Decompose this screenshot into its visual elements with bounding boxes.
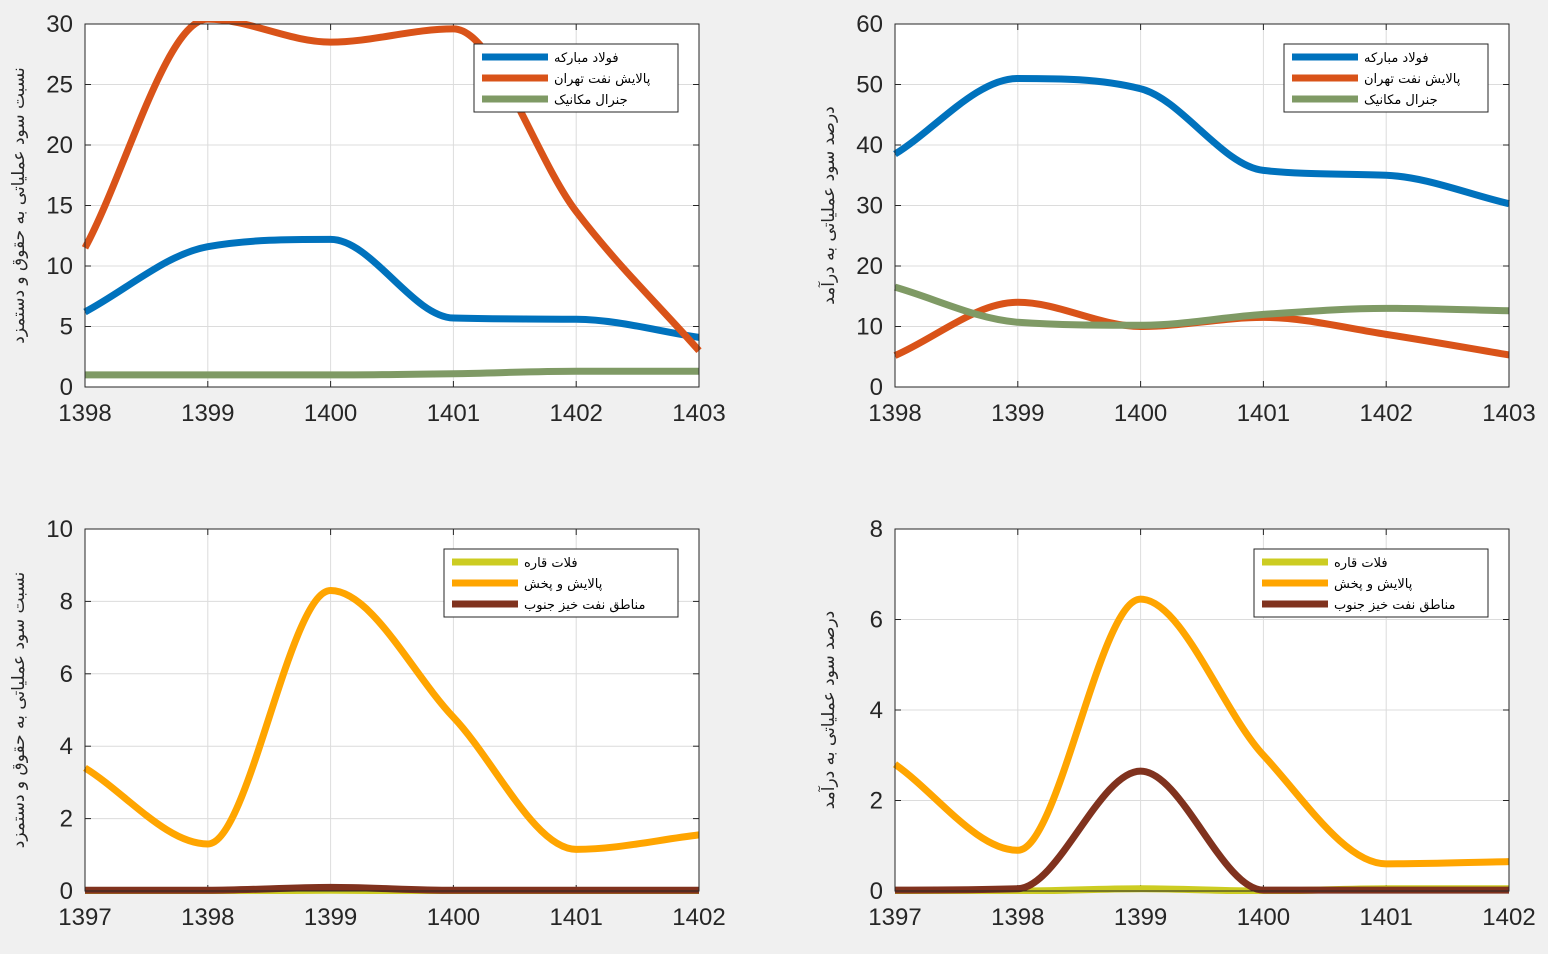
- legend-label-3: جنرال مکانیک: [554, 93, 628, 108]
- series-line-2: [82, 21, 702, 354]
- y-tick-label: 10: [46, 253, 73, 280]
- series-line-3: [894, 767, 1509, 894]
- x-tick-label: 1399: [181, 400, 234, 427]
- series-line-3: [84, 367, 699, 379]
- y-tick-label: 0: [870, 374, 883, 401]
- y-tick-label: 0: [60, 878, 73, 905]
- legend-label-3: جنرال مکانیک: [1364, 93, 1438, 108]
- y-tick-label: 10: [856, 314, 883, 341]
- legend-label-3: مناطق نفت خیز جنوب: [524, 598, 645, 613]
- y-tick-label: 6: [60, 661, 73, 688]
- y-tick-label: 4: [870, 697, 883, 724]
- legend-label-2: پالایش و پخش: [524, 577, 603, 592]
- y-tick-label: 4: [60, 733, 73, 760]
- series-line-2: [83, 587, 700, 853]
- x-tick-label: 1399: [991, 400, 1044, 427]
- legend: فلات قاره پالایش و پخش مناطق نفت خیز جنوب: [443, 548, 679, 618]
- legend-label-1: فلات قاره: [1334, 556, 1388, 571]
- y-tick-label: 15: [46, 193, 73, 220]
- legend: فولاد مبارکه پالایش نفت تهران جنرال مکانیک: [1283, 43, 1489, 113]
- x-tick-label: 1401: [1360, 904, 1413, 931]
- x-tick-label: 1397: [58, 904, 111, 931]
- x-tick-label: 1400: [1237, 904, 1290, 931]
- y-tick-label: 0: [60, 374, 73, 401]
- x-tick-label: 1398: [991, 904, 1044, 931]
- series-line-3: [84, 883, 699, 894]
- x-tick-label: 1398: [181, 904, 234, 931]
- x-tick-label: 1401: [427, 400, 480, 427]
- axes-frame: [894, 528, 1510, 892]
- y-tick-label: 25: [46, 72, 73, 99]
- legend-label-1: فولاد مبارکه: [554, 51, 619, 66]
- legend-label-2: پالایش نفت تهران: [1364, 72, 1461, 87]
- y-tick-label: 6: [870, 607, 883, 634]
- axes-frame: [894, 23, 1510, 388]
- chart-panel-1: 1398 1399 1400 1401 1402 1403 0 5 10 15 20 25 30 نسبت…: [9, 11, 726, 427]
- series-line-1: [83, 235, 700, 341]
- y-tick-label: 8: [60, 588, 73, 615]
- y-tick-label: 2: [60, 806, 73, 833]
- x-tick-label: 1400: [304, 400, 357, 427]
- x-tick-label: 1403: [1482, 400, 1535, 427]
- y-tick-label: 10: [46, 516, 73, 543]
- y-tick-label: 20: [46, 132, 73, 159]
- axes-frame: [84, 23, 700, 388]
- series-line-2: [892, 595, 1510, 868]
- series-line-3: [894, 283, 1510, 329]
- x-tick-label: 1402: [1360, 400, 1413, 427]
- y-tick-label: 5: [60, 314, 73, 341]
- y-axis-label: درصد سود عملیاتی به درآمد: [817, 611, 839, 810]
- legend: فلات قاره پالایش و پخش مناطق نفت خیز جنوب: [1253, 548, 1489, 618]
- x-tick-label: 1399: [304, 904, 357, 931]
- axes-frame: [84, 528, 700, 892]
- x-tick-label: 1402: [550, 400, 603, 427]
- y-axis-label: نسبت سود عملیاتی به حقوق و دستمزد: [9, 572, 29, 848]
- y-tick-label: 50: [856, 72, 883, 99]
- y-tick-label: 20: [856, 253, 883, 280]
- legend: فولاد مبارکه پالایش نفت تهران جنرال مکانیک: [473, 43, 679, 113]
- legend-label-2: پالایش و پخش: [1334, 577, 1413, 592]
- x-tick-label: 1403: [672, 400, 725, 427]
- y-tick-label: 30: [46, 11, 73, 38]
- legend-label-1: فولاد مبارکه: [1364, 51, 1429, 66]
- x-tick-label: 1402: [672, 904, 725, 931]
- x-tick-label: 1401: [1237, 400, 1290, 427]
- y-tick-label: 0: [870, 878, 883, 905]
- chart-panel-3: 1397 1398 1399 1400 1401 1402 0 2 4 6 8 10 نسبت سود …: [9, 516, 726, 931]
- legend-label-2: پالایش نفت تهران: [554, 72, 651, 87]
- x-tick-label: 1399: [1114, 904, 1167, 931]
- series-line-1: [893, 74, 1510, 208]
- x-tick-label: 1400: [1114, 400, 1167, 427]
- x-tick-label: 1401: [550, 904, 603, 931]
- x-tick-label: 1402: [1482, 904, 1535, 931]
- chart-panel-4: 1397 1398 1399 1400 1401 1402 0 2 4 6 8 درصد سود عم…: [817, 516, 1536, 931]
- x-tick-label: 1400: [427, 904, 480, 931]
- y-axis-label: درصد سود عملیاتی به درآمد: [817, 106, 839, 305]
- x-tick-label: 1398: [58, 400, 111, 427]
- y-axis-label: نسبت سود عملیاتی به حقوق و دستمزد: [9, 67, 29, 343]
- chart-panel-2: 1398 1399 1400 1401 1402 1403 0 10 20 30 40 50 60 درص…: [817, 11, 1536, 427]
- y-tick-label: 2: [870, 788, 883, 815]
- legend-label-1: فلات قاره: [524, 556, 578, 571]
- y-tick-label: 30: [856, 193, 883, 220]
- legend-label-3: مناطق نفت خیز جنوب: [1334, 598, 1455, 613]
- y-tick-label: 40: [856, 132, 883, 159]
- x-tick-label: 1397: [868, 904, 921, 931]
- x-tick-label: 1398: [868, 400, 921, 427]
- y-tick-label: 8: [870, 516, 883, 543]
- y-tick-label: 60: [856, 11, 883, 38]
